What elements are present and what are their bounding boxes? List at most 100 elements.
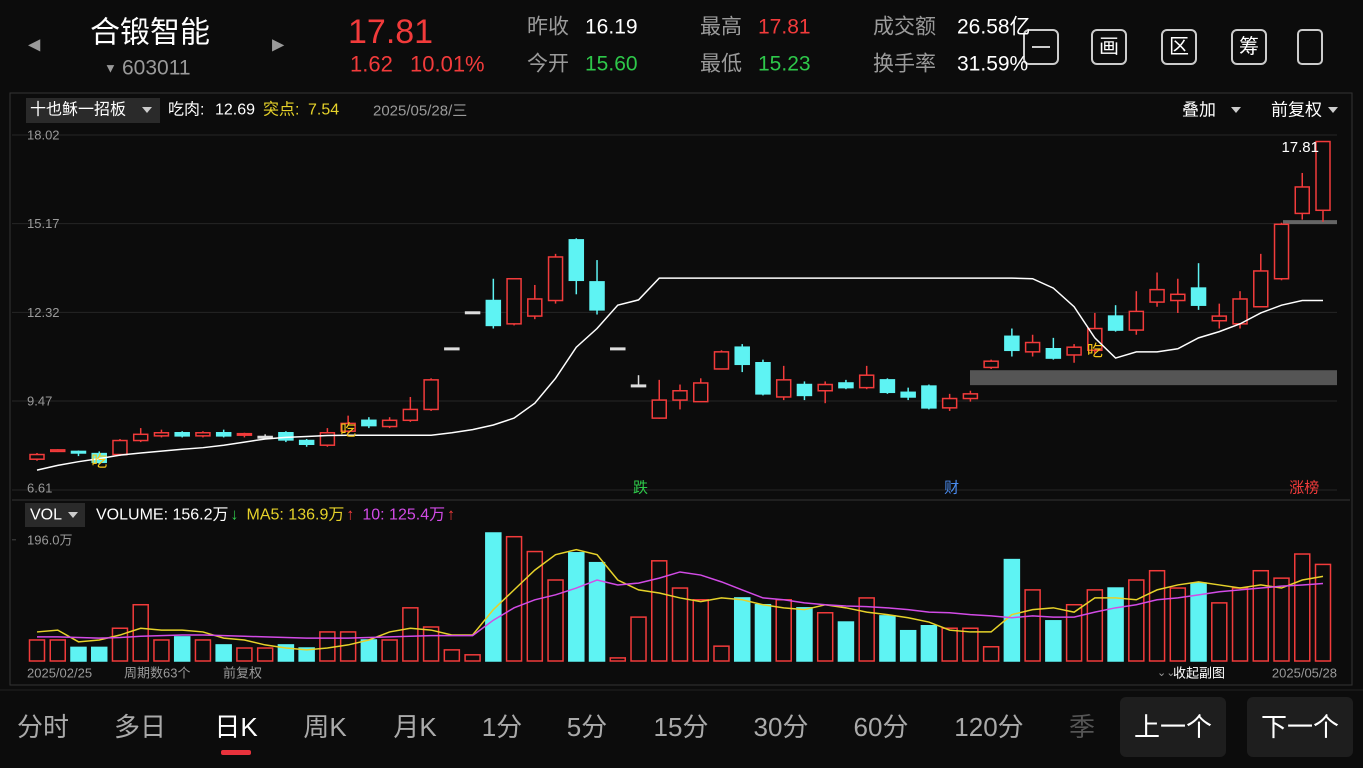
tab[interactable]: 30分 [754, 712, 809, 742]
candle-body [1004, 335, 1020, 352]
prev-label[interactable]: 上一个 [1134, 712, 1212, 742]
volume-bar [899, 629, 917, 662]
stat-label: 换手率 [873, 53, 936, 76]
tab[interactable]: 5分 [567, 712, 607, 742]
candle-body [1294, 186, 1311, 215]
volume-bar [298, 647, 315, 662]
collapse-icon[interactable]: ⌄⌄ [1157, 667, 1175, 679]
candle-body [1273, 223, 1290, 280]
volume-bar [153, 639, 170, 662]
candle-body [838, 382, 854, 389]
prev-stock[interactable]: ◀ [28, 37, 41, 54]
tab[interactable]: 15分 [654, 712, 709, 742]
candle-body [983, 360, 999, 369]
candle-body [423, 379, 439, 411]
volume-bar [49, 639, 66, 662]
tab[interactable]: 分时 [17, 712, 69, 742]
candle-body [900, 391, 916, 398]
indicator-dropdown[interactable] [26, 98, 160, 123]
next-button[interactable] [1247, 697, 1353, 757]
candle-body [1024, 341, 1041, 353]
next-label[interactable]: 下一个 [1261, 712, 1339, 742]
volume-bar [1169, 587, 1187, 662]
volume-bar [1107, 587, 1124, 662]
volume-bar [962, 627, 979, 662]
y-tick-label: 12.32 [27, 305, 60, 320]
candle-body [630, 384, 647, 388]
volume-bar [630, 616, 647, 662]
tool-label[interactable]: 画 [1099, 36, 1119, 58]
volume-bar [422, 626, 440, 662]
volume-bar [1252, 569, 1270, 662]
stock-name: 合锻智能 [90, 17, 210, 50]
legend-label: MA5: 136.9万 [247, 507, 345, 524]
candle-body [402, 408, 419, 422]
tab[interactable]: 1分 [482, 712, 522, 742]
candle-body [858, 374, 875, 389]
tab[interactable]: 周K [303, 712, 347, 742]
candle-body [174, 432, 190, 437]
tab[interactable]: 月K [393, 712, 437, 742]
tool-button[interactable] [1161, 29, 1197, 65]
tag: 涨榜 [1289, 480, 1319, 497]
volume-bar [920, 625, 938, 662]
tool-label[interactable]: 区 [1169, 36, 1189, 58]
x-tick-label: 2025/05/28 [1272, 666, 1337, 681]
overlay[interactable]: 叠加 [1182, 101, 1216, 120]
eat-value: 12.69 [215, 102, 255, 119]
volume-bar [215, 644, 232, 662]
stat-label: 今开 [527, 53, 569, 76]
date: 2025/05/28/三 [373, 103, 467, 120]
tool-label[interactable]: 筹 [1239, 35, 1259, 58]
prev-button[interactable] [1120, 697, 1226, 757]
tool-icon[interactable] [1023, 29, 1059, 65]
candle-body [1170, 293, 1186, 302]
candle-body [547, 256, 564, 302]
legend-label: 10: 125.4万 [362, 507, 445, 524]
tab[interactable]: 60分 [854, 712, 909, 742]
y-tick-label: 6.61 [27, 481, 52, 496]
volume-bar [1190, 582, 1207, 662]
tab[interactable]: 多日 [114, 712, 166, 742]
candle-body [796, 383, 813, 397]
candle-body [464, 311, 481, 315]
volume-bar [837, 621, 855, 662]
next-stock[interactable]: ▶ [272, 37, 285, 54]
x-tick-label: 2025/02/25 [27, 666, 92, 681]
volume-bar [443, 649, 461, 662]
volume-bar [941, 627, 958, 662]
collapse[interactable]: 收起副图 [1173, 666, 1225, 681]
volume-bar [1065, 603, 1083, 662]
candle-body [755, 361, 771, 395]
candle-body [568, 239, 585, 282]
phone-icon[interactable] [1297, 29, 1323, 65]
volume-bar [194, 639, 212, 662]
ma-line [36, 277, 1323, 471]
volume-bar [1045, 620, 1062, 662]
adjust[interactable]: 前复权 [1271, 101, 1322, 120]
candle-body [1066, 346, 1082, 356]
code-arrow[interactable]: ▼ [104, 61, 117, 76]
y-tick-label: 196.0万 [27, 532, 73, 547]
signal: 吃 [340, 421, 356, 439]
tool-button[interactable] [1231, 29, 1267, 65]
candle-body [278, 432, 294, 441]
tab[interactable]: 日K [214, 712, 258, 742]
stat-value: 15.23 [758, 53, 811, 76]
candle-body [381, 419, 398, 428]
volume-ma-line [36, 548, 1324, 651]
y-tick-label: 18.02 [27, 128, 60, 143]
volume-bar [1086, 589, 1104, 662]
max-label: 17.81 [1281, 139, 1319, 156]
volume-bar [132, 603, 149, 662]
tab[interactable]: 120分 [954, 712, 1023, 742]
dropdown-arrow [142, 107, 152, 113]
volume-bar [28, 639, 46, 662]
tool-button[interactable] [1091, 29, 1127, 65]
tab[interactable]: 季 [1069, 712, 1095, 742]
candle-body [1087, 327, 1103, 352]
candle-body [817, 383, 833, 392]
volume-bar [256, 647, 274, 662]
y-tick-label: 15.17 [27, 216, 60, 231]
candle-body [298, 439, 315, 446]
